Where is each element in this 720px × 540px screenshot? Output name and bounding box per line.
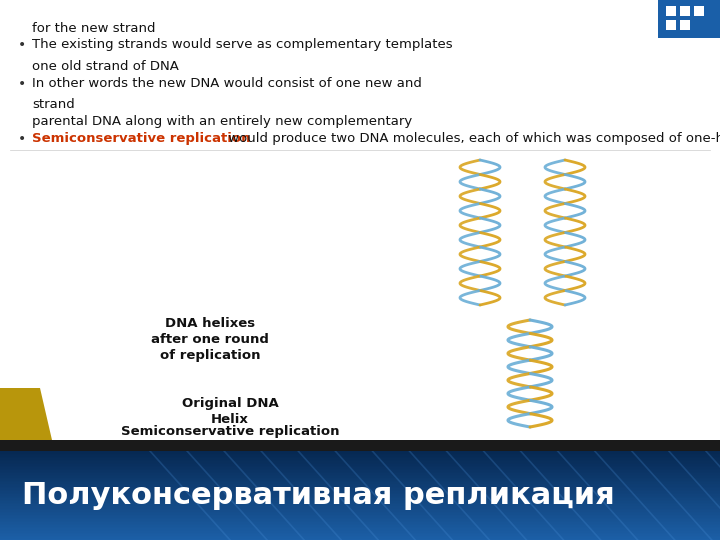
- Bar: [0, 497, 720, 498]
- Bar: [0, 526, 720, 528]
- Text: parental DNA along with an entirely new complementary: parental DNA along with an entirely new …: [32, 115, 413, 128]
- Bar: [0, 475, 720, 476]
- Bar: [0, 534, 720, 536]
- Bar: [666, 6, 676, 16]
- Bar: [680, 20, 690, 30]
- Bar: [0, 516, 720, 518]
- Bar: [0, 458, 720, 460]
- Bar: [0, 498, 720, 500]
- Text: for the new strand: for the new strand: [32, 22, 156, 35]
- Bar: [0, 466, 720, 467]
- Text: •: •: [18, 132, 26, 146]
- Bar: [0, 536, 720, 537]
- Bar: [0, 510, 720, 512]
- Bar: [0, 530, 720, 531]
- Bar: [0, 509, 720, 510]
- Bar: [0, 500, 720, 502]
- Bar: [0, 473, 720, 475]
- Bar: [680, 6, 690, 16]
- Bar: [0, 451, 720, 453]
- Bar: [0, 504, 720, 506]
- Bar: [0, 496, 720, 497]
- Bar: [0, 514, 720, 515]
- Bar: [0, 490, 720, 491]
- Bar: [0, 484, 720, 485]
- Bar: [0, 479, 720, 481]
- Bar: [0, 463, 720, 464]
- Bar: [0, 460, 720, 461]
- Bar: [0, 502, 720, 503]
- Polygon shape: [0, 388, 52, 440]
- Bar: [0, 457, 720, 458]
- Bar: [0, 521, 720, 522]
- Bar: [0, 455, 720, 457]
- Bar: [0, 503, 720, 504]
- Bar: [0, 491, 720, 492]
- Bar: [0, 469, 720, 470]
- Bar: [0, 518, 720, 519]
- Bar: [658, 0, 720, 38]
- Text: DNA helixes
after one round
of replication: DNA helixes after one round of replicati…: [151, 317, 269, 362]
- Text: would produce two DNA molecules, each of which was composed of one-half of the: would produce two DNA molecules, each of…: [224, 132, 720, 145]
- Bar: [0, 488, 720, 490]
- Text: Semiconservative replication: Semiconservative replication: [32, 132, 251, 145]
- Bar: [0, 485, 720, 487]
- Bar: [0, 454, 720, 455]
- Text: •: •: [18, 77, 26, 91]
- Bar: [0, 528, 720, 530]
- Text: •: •: [18, 38, 26, 52]
- Bar: [0, 531, 720, 532]
- Bar: [0, 461, 720, 463]
- Text: one old strand of DNA: one old strand of DNA: [32, 60, 179, 73]
- Bar: [0, 476, 720, 478]
- Bar: [0, 481, 720, 482]
- Text: Semiconservative replication: Semiconservative replication: [121, 425, 339, 438]
- Bar: [0, 440, 720, 451]
- Bar: [0, 453, 720, 454]
- Bar: [0, 508, 720, 509]
- Bar: [0, 522, 720, 524]
- Bar: [0, 532, 720, 534]
- Text: strand: strand: [32, 98, 75, 111]
- Bar: [666, 20, 676, 30]
- Bar: [0, 525, 720, 526]
- Bar: [0, 519, 720, 521]
- Bar: [0, 512, 720, 514]
- Bar: [0, 515, 720, 516]
- Text: Полуконсервативная репликация: Полуконсервативная репликация: [22, 481, 615, 510]
- Bar: [0, 492, 720, 494]
- Bar: [0, 524, 720, 525]
- Bar: [0, 464, 720, 466]
- Bar: [0, 478, 720, 479]
- Bar: [0, 0, 720, 440]
- Bar: [0, 467, 720, 469]
- Bar: [0, 482, 720, 484]
- Text: In other words the new DNA would consist of one new and: In other words the new DNA would consist…: [32, 77, 422, 90]
- Text: Original DNA
Helix: Original DNA Helix: [181, 397, 279, 426]
- Bar: [0, 538, 720, 540]
- Bar: [0, 494, 720, 496]
- Bar: [0, 506, 720, 508]
- Bar: [0, 487, 720, 488]
- Bar: [0, 537, 720, 538]
- Bar: [0, 472, 720, 473]
- Text: The existing strands would serve as complementary templates: The existing strands would serve as comp…: [32, 38, 453, 51]
- Bar: [0, 470, 720, 472]
- Bar: [694, 6, 704, 16]
